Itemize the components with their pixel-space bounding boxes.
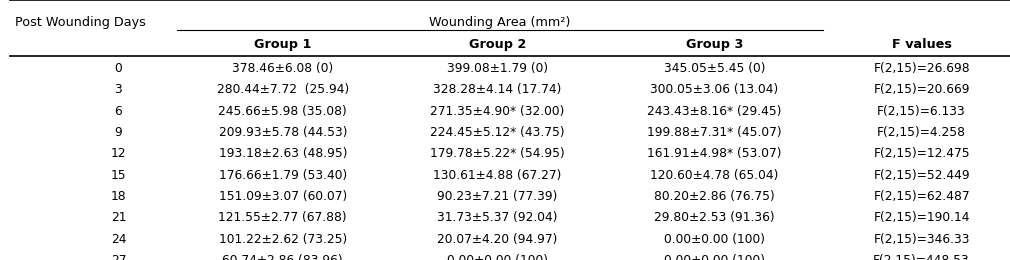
Text: 3: 3 <box>114 83 122 96</box>
Text: F(2,15)=26.698: F(2,15)=26.698 <box>874 62 970 75</box>
Text: 27: 27 <box>111 254 126 260</box>
Text: 120.60±4.78 (65.04): 120.60±4.78 (65.04) <box>650 169 779 182</box>
Text: 90.23±7.21 (77.39): 90.23±7.21 (77.39) <box>437 190 558 203</box>
Text: 0.00±0.00 (100): 0.00±0.00 (100) <box>665 254 766 260</box>
Text: 193.18±2.63 (48.95): 193.18±2.63 (48.95) <box>218 147 347 160</box>
Text: 176.66±1.79 (53.40): 176.66±1.79 (53.40) <box>219 169 346 182</box>
Text: 31.73±5.37 (92.04): 31.73±5.37 (92.04) <box>437 211 558 224</box>
Text: 271.35±4.90* (32.00): 271.35±4.90* (32.00) <box>430 105 565 118</box>
Text: 15: 15 <box>111 169 126 182</box>
Text: 21: 21 <box>111 211 126 224</box>
Text: 179.78±5.22* (54.95): 179.78±5.22* (54.95) <box>430 147 565 160</box>
Text: 345.05±5.45 (0): 345.05±5.45 (0) <box>664 62 766 75</box>
Text: 245.66±5.98 (35.08): 245.66±5.98 (35.08) <box>218 105 347 118</box>
Text: 328.28±4.14 (17.74): 328.28±4.14 (17.74) <box>433 83 562 96</box>
Text: 29.80±2.53 (91.36): 29.80±2.53 (91.36) <box>654 211 775 224</box>
Text: Group 3: Group 3 <box>686 38 743 51</box>
Text: F(2,15)=62.487: F(2,15)=62.487 <box>874 190 970 203</box>
Text: 0.00±0.00 (100): 0.00±0.00 (100) <box>665 233 766 246</box>
Text: 60.74±2.86 (83.96): 60.74±2.86 (83.96) <box>222 254 343 260</box>
Text: 0: 0 <box>114 62 122 75</box>
Text: 280.44±7.72  (25.94): 280.44±7.72 (25.94) <box>217 83 348 96</box>
Text: Group 2: Group 2 <box>469 38 526 51</box>
Text: 130.61±4.88 (67.27): 130.61±4.88 (67.27) <box>433 169 562 182</box>
Text: Group 1: Group 1 <box>255 38 311 51</box>
Text: 300.05±3.06 (13.04): 300.05±3.06 (13.04) <box>650 83 779 96</box>
Text: 12: 12 <box>111 147 126 160</box>
Text: F(2,15)=448.53: F(2,15)=448.53 <box>874 254 970 260</box>
Text: 80.20±2.86 (76.75): 80.20±2.86 (76.75) <box>654 190 775 203</box>
Text: 209.93±5.78 (44.53): 209.93±5.78 (44.53) <box>218 126 347 139</box>
Text: 101.22±2.62 (73.25): 101.22±2.62 (73.25) <box>219 233 346 246</box>
Text: F(2,15)=12.475: F(2,15)=12.475 <box>874 147 970 160</box>
Text: 20.07±4.20 (94.97): 20.07±4.20 (94.97) <box>437 233 558 246</box>
Text: 9: 9 <box>114 126 122 139</box>
Text: 243.43±8.16* (29.45): 243.43±8.16* (29.45) <box>647 105 782 118</box>
Text: F(2,15)=52.449: F(2,15)=52.449 <box>874 169 970 182</box>
Text: 399.08±1.79 (0): 399.08±1.79 (0) <box>446 62 548 75</box>
Text: 199.88±7.31* (45.07): 199.88±7.31* (45.07) <box>647 126 782 139</box>
Text: 18: 18 <box>111 190 126 203</box>
Text: 24: 24 <box>111 233 126 246</box>
Text: F(2,15)=346.33: F(2,15)=346.33 <box>874 233 970 246</box>
Text: Wounding Area (mm²): Wounding Area (mm²) <box>429 16 571 29</box>
Text: 378.46±6.08 (0): 378.46±6.08 (0) <box>232 62 333 75</box>
Text: 121.55±2.77 (67.88): 121.55±2.77 (67.88) <box>218 211 347 224</box>
Text: F values: F values <box>892 38 951 51</box>
Text: 161.91±4.98* (53.07): 161.91±4.98* (53.07) <box>647 147 782 160</box>
Text: 6: 6 <box>114 105 122 118</box>
Text: Post Wounding Days: Post Wounding Days <box>15 16 146 29</box>
Text: 151.09±3.07 (60.07): 151.09±3.07 (60.07) <box>219 190 346 203</box>
Text: 0.00±0.00 (100): 0.00±0.00 (100) <box>446 254 547 260</box>
Text: F(2,15)=20.669: F(2,15)=20.669 <box>874 83 970 96</box>
Text: F(2,15)=4.258: F(2,15)=4.258 <box>877 126 967 139</box>
Text: F(2,15)=190.14: F(2,15)=190.14 <box>874 211 970 224</box>
Text: F(2,15)=6.133: F(2,15)=6.133 <box>878 105 966 118</box>
Text: 224.45±5.12* (43.75): 224.45±5.12* (43.75) <box>430 126 565 139</box>
